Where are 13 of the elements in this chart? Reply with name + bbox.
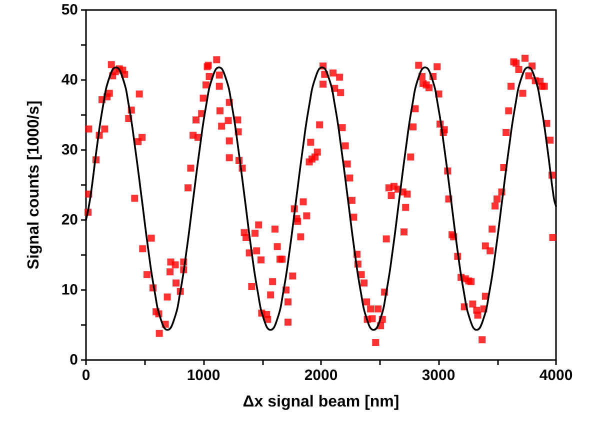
y-axis-title: Signal counts [1000/s] [26, 100, 42, 270]
x-tick-label: 1000 [186, 367, 220, 384]
y-tick-label: 40 [61, 72, 78, 88]
y-tick-label: 20 [61, 212, 78, 228]
x-tick-label: 2000 [304, 367, 338, 384]
x-tick-label: 3000 [422, 367, 456, 384]
x-tick-label: 0 [82, 367, 90, 384]
y-tick-label: 50 [61, 2, 78, 18]
y-tick-label: 10 [61, 282, 78, 298]
y-tick-label: 0 [70, 352, 78, 368]
x-tick-label: 4000 [539, 367, 573, 384]
x-axis-title: Δx signal beam [nm] [242, 394, 400, 410]
y-tick-label: 30 [61, 142, 78, 158]
